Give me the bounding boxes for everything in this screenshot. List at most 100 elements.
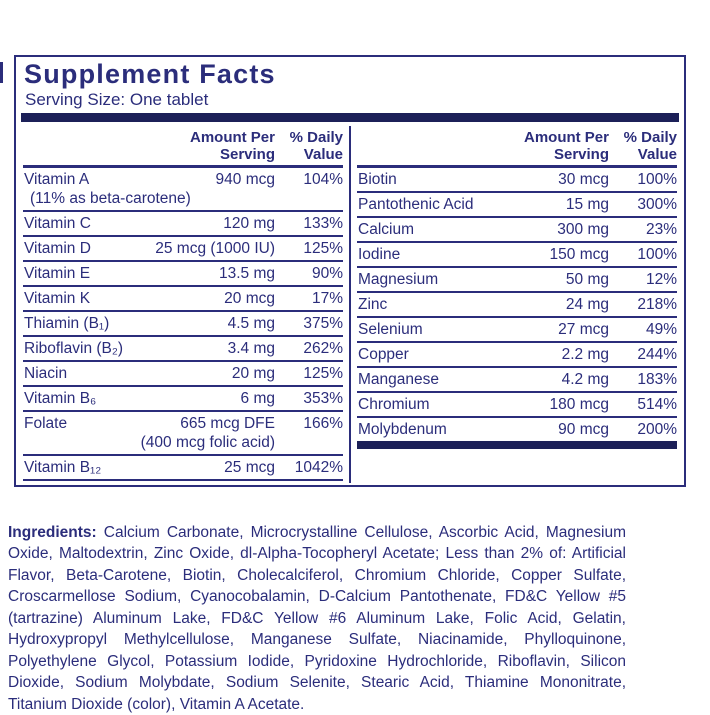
nutrient-amount: 27 mcg (558, 320, 609, 339)
nutrient-daily-value: 23% (621, 220, 677, 239)
nutrient-amount: 25 mcg (1000 IU) (155, 239, 275, 258)
nutrient-name: Vitamin K (23, 289, 224, 308)
serving-size: Serving Size: One tablet (25, 90, 684, 109)
nutrient-daily-value: 100% (621, 170, 677, 189)
nutrient-daily-value: 200% (621, 420, 677, 439)
nutrient-name: Vitamin B₆ (23, 389, 241, 408)
nutrient-amount: 6 mg (241, 389, 275, 408)
nutrient-amount: 3.4 mg (228, 339, 275, 358)
nutrient-columns: Amount Per Serving % Daily Value Vitamin… (21, 126, 679, 483)
nutrient-daily-value: 12% (621, 270, 677, 289)
nutrient-amount: 665 mcg DFE (180, 414, 275, 433)
nutrient-daily-value: 262% (287, 339, 343, 358)
nutrient-daily-value: 218% (621, 295, 677, 314)
nutrient-name: Vitamin B₁₂ (23, 458, 224, 477)
nutrient-name: Selenium (357, 320, 558, 339)
nutrient-daily-value: 244% (621, 345, 677, 364)
supplement-facts-panel: Supplement Facts Serving Size: One table… (14, 55, 686, 487)
table-header-right: Amount Per Serving % Daily Value (357, 126, 677, 168)
nutrient-name: Vitamin E (23, 264, 219, 283)
nutrient-amount: 150 mcg (550, 245, 609, 264)
ingredients-paragraph: Ingredients: Calcium Carbonate, Microcry… (8, 522, 626, 715)
nutrient-daily-value: 300% (621, 195, 677, 214)
nutrient-name: Chromium (357, 395, 550, 414)
nutrient-amount: 180 mcg (550, 395, 609, 414)
nutrient-name-note: (11% as beta-carotene) (23, 189, 343, 208)
nutrient-name: Niacin (23, 364, 232, 383)
header-bar (21, 113, 679, 122)
nutrient-amount: 20 mg (232, 364, 275, 383)
nutrient-name: Folate (23, 414, 180, 433)
nutrient-amount: 2.2 mg (562, 345, 609, 364)
nutrient-amount: 50 mg (566, 270, 609, 289)
nutrient-amount: 15 mg (566, 195, 609, 214)
nutrient-daily-value: 104% (287, 170, 343, 189)
nutrient-amount: 13.5 mg (219, 264, 275, 283)
nutrient-amount: 90 mcg (558, 420, 609, 439)
table-end-bar (357, 441, 677, 449)
amount-per-serving-header: Amount Per Serving (190, 129, 275, 163)
nutrient-amount: 4.2 mg (562, 370, 609, 389)
amount-per-serving-header: Amount Per Serving (524, 129, 609, 163)
nutrient-amount: 940 mcg (216, 170, 275, 189)
nutrient-name: Zinc (357, 295, 566, 314)
nutrient-daily-value: 125% (287, 239, 343, 258)
nutrient-amount: 300 mg (557, 220, 609, 239)
nutrient-amount: 25 mcg (224, 458, 275, 477)
nutrient-name: Pantothenic Acid (357, 195, 566, 214)
nutrient-daily-value: 133% (287, 214, 343, 233)
nutrient-daily-value: 125% (287, 364, 343, 383)
table-row: Riboflavin (B₂)3.4 mg 262% (23, 337, 343, 362)
nutrient-name: Riboflavin (B₂) (23, 339, 228, 358)
nutrient-daily-value: 49% (621, 320, 677, 339)
nutrient-daily-value: 17% (287, 289, 343, 308)
photo-edge-artifact (0, 62, 3, 83)
nutrient-name: Vitamin C (23, 214, 223, 233)
daily-value-header: % Daily Value (287, 129, 343, 163)
nutrient-daily-value: 166% (287, 414, 343, 433)
nutrient-daily-value: 375% (287, 314, 343, 333)
nutrient-name: Calcium (357, 220, 557, 239)
nutrient-daily-value: 183% (621, 370, 677, 389)
nutrient-name: Copper (357, 345, 562, 364)
daily-value-header: % Daily Value (621, 129, 677, 163)
nutrient-daily-value: 514% (621, 395, 677, 414)
nutrient-amount: 4.5 mg (228, 314, 275, 333)
nutrient-name: Magnesium (357, 270, 566, 289)
nutrient-daily-value: 353% (287, 389, 343, 408)
nutrient-amount: 20 mcg (224, 289, 275, 308)
nutrient-amount-note: (400 mcg folic acid) (23, 433, 275, 452)
nutrient-name: Biotin (357, 170, 558, 189)
nutrient-amount: 24 mg (566, 295, 609, 314)
panel-title: Supplement Facts (24, 60, 684, 89)
nutrient-daily-value: 90% (287, 264, 343, 283)
nutrient-daily-value: 100% (621, 245, 677, 264)
nutrient-table-left: Amount Per Serving % Daily Value Vitamin… (21, 126, 349, 483)
ingredients-text: Calcium Carbonate, Microcrystalline Cell… (8, 524, 626, 713)
table-header-left: Amount Per Serving % Daily Value (23, 126, 343, 168)
nutrient-daily-value: 1042% (287, 458, 343, 477)
nutrient-name: Vitamin D (23, 239, 155, 258)
nutrient-amount: 30 mcg (558, 170, 609, 189)
